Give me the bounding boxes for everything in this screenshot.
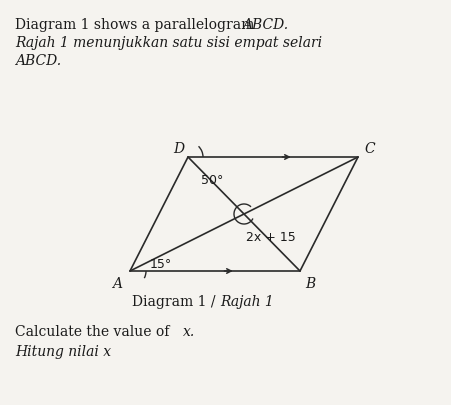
- Text: 2x + 15: 2x + 15: [246, 230, 296, 243]
- Text: 15°: 15°: [150, 257, 172, 270]
- Text: Rajah 1 menunjukkan satu sisi empat selari: Rajah 1 menunjukkan satu sisi empat sela…: [15, 36, 322, 50]
- Text: Rajah 1: Rajah 1: [220, 294, 274, 308]
- Text: Calculate the value of: Calculate the value of: [15, 324, 174, 338]
- Text: B: B: [305, 276, 315, 290]
- Text: Hitung nilai x: Hitung nilai x: [15, 344, 111, 358]
- Text: C: C: [364, 142, 375, 156]
- Text: x.: x.: [183, 324, 195, 338]
- Text: ABCD.: ABCD.: [15, 54, 61, 68]
- Text: 50°: 50°: [201, 174, 223, 187]
- Text: ABCD.: ABCD.: [242, 18, 288, 32]
- Text: A: A: [112, 276, 122, 290]
- Text: Diagram 1 shows a parallelogram: Diagram 1 shows a parallelogram: [15, 18, 259, 32]
- Text: D: D: [173, 142, 184, 156]
- Text: Diagram 1 /: Diagram 1 /: [132, 294, 220, 308]
